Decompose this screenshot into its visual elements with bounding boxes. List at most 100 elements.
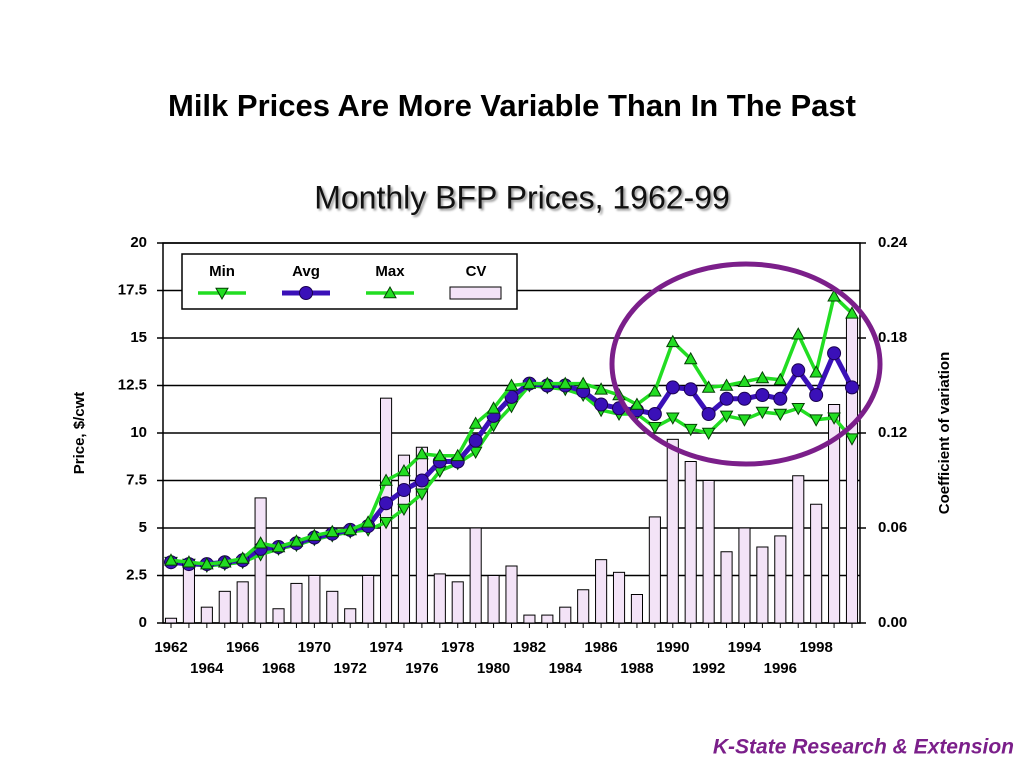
- x-tick-label: 1988: [620, 660, 653, 677]
- marker: [648, 422, 662, 435]
- marker: [773, 408, 788, 422]
- y2-tick-label: 0.12: [878, 424, 907, 441]
- marker: [647, 407, 662, 421]
- marker: [809, 414, 824, 427]
- marker: [737, 414, 752, 427]
- x-tick-label: 1976: [405, 660, 438, 677]
- marker: [504, 378, 519, 391]
- marker: [719, 378, 734, 391]
- x-tick-label: 1984: [549, 660, 583, 677]
- marker: [791, 363, 806, 378]
- marker: [215, 287, 229, 301]
- y-tick-label: 15: [130, 329, 147, 346]
- bar: [523, 614, 536, 624]
- footer: K-State Research & Extension: [713, 736, 1014, 759]
- marker: [737, 374, 752, 387]
- x-tick-label: 1964: [190, 660, 224, 677]
- marker: [379, 496, 394, 511]
- marker: [665, 412, 680, 425]
- marker: [343, 522, 358, 536]
- bar: [810, 503, 823, 624]
- bar: [648, 516, 661, 624]
- marker: [432, 448, 447, 462]
- bar: [684, 461, 697, 624]
- marker: [827, 412, 841, 425]
- marker: [665, 334, 680, 348]
- bar: [397, 454, 411, 624]
- marker: [719, 410, 734, 423]
- legend-label: Max: [375, 263, 405, 280]
- bar: [738, 527, 751, 624]
- marker: [845, 433, 859, 446]
- marker: [773, 391, 788, 406]
- marker: [701, 407, 716, 421]
- legend-label: Min: [209, 263, 235, 280]
- marker: [755, 388, 770, 402]
- y-tick-label: 12.5: [118, 376, 147, 393]
- bar: [182, 567, 195, 624]
- y-axis-label: Price, $/cwt: [71, 392, 88, 475]
- x-tick-label: 1978: [441, 639, 474, 656]
- x-tick-label: 1994: [728, 639, 762, 656]
- marker: [397, 463, 411, 477]
- marker: [576, 376, 591, 389]
- marker: [217, 555, 232, 568]
- x-tick-label: 1970: [298, 639, 331, 656]
- legend: Min Avg Max CV: [181, 253, 518, 310]
- y2-axis-label: Coefficient of variation: [936, 352, 953, 515]
- bar: [595, 559, 608, 624]
- x-tick-label: 1962: [154, 639, 187, 656]
- marker: [755, 406, 770, 420]
- marker: [383, 285, 397, 299]
- marker: [522, 376, 537, 389]
- x-tick-label: 1992: [692, 660, 725, 677]
- y2-tick-label: 0.00: [878, 614, 907, 631]
- marker: [809, 365, 824, 378]
- marker: [558, 376, 573, 389]
- y-tick-label: 20: [130, 234, 147, 251]
- bar: [505, 565, 518, 624]
- marker: [719, 391, 734, 406]
- marker: [414, 473, 429, 488]
- marker: [791, 327, 806, 340]
- marker: [415, 446, 429, 460]
- marker: [199, 557, 214, 570]
- marker: [540, 376, 555, 389]
- legend-label: Avg: [292, 263, 320, 280]
- y-tick-label: 2.5: [126, 566, 147, 583]
- marker: [683, 423, 698, 437]
- bar: [433, 573, 446, 624]
- x-tick-label: 1968: [262, 660, 295, 677]
- marker: [415, 488, 429, 501]
- x-tick-label: 1972: [334, 660, 367, 677]
- bar: [164, 617, 178, 624]
- marker: [271, 539, 286, 553]
- marker: [468, 416, 483, 429]
- marker: [379, 473, 393, 486]
- x-tick-label: 1990: [656, 639, 689, 656]
- bar: [559, 606, 572, 624]
- marker: [182, 555, 196, 568]
- plot: 0 2.5 5 7.5 10 12.5 15 17.5 20 0.00 0.06 0.12 0.18 0.…: [118, 234, 908, 677]
- marker: [289, 534, 304, 547]
- highlight-ellipse: [609, 261, 883, 467]
- bar: [236, 581, 249, 624]
- bar: [720, 551, 733, 624]
- x-tick-label: 1998: [799, 639, 832, 656]
- marker: [397, 503, 411, 517]
- x-tick-label: 1966: [226, 639, 259, 656]
- marker: [307, 528, 322, 541]
- marker: [379, 517, 393, 530]
- marker: [468, 433, 483, 448]
- marker: [164, 553, 178, 566]
- legend-label: CV: [466, 263, 487, 280]
- bar: [666, 438, 679, 624]
- bar: [756, 546, 769, 624]
- marker: [845, 380, 859, 395]
- marker: [791, 403, 806, 416]
- bar: [702, 480, 715, 624]
- bar: [845, 316, 859, 624]
- y-tick-label: 0: [139, 614, 147, 631]
- bar: [326, 590, 339, 624]
